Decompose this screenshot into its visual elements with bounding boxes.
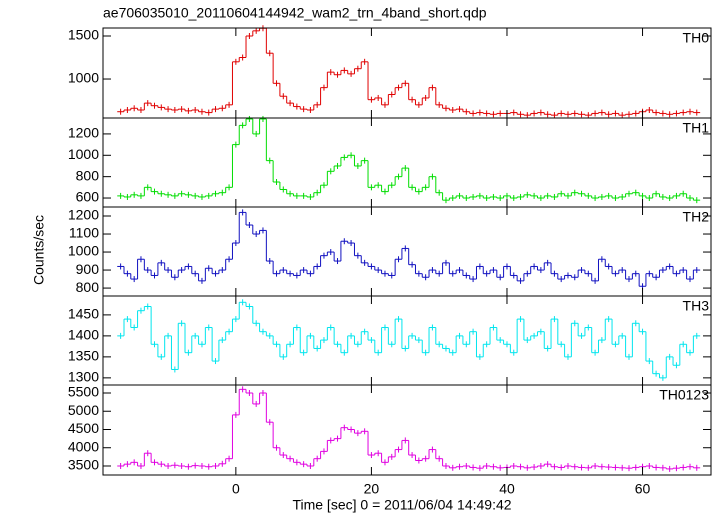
y-tick-label: 1200 xyxy=(68,125,99,141)
y-tick-label: 1350 xyxy=(68,348,99,364)
chart-title: ae706035010_20110604144942_wam2_trn_4ban… xyxy=(103,5,487,21)
y-tick-label: 3500 xyxy=(68,457,99,473)
x-tick-label: 0 xyxy=(232,481,240,497)
y-tick-label: 1450 xyxy=(68,306,99,322)
y-tick-label: 1000 xyxy=(68,243,99,259)
panel-label: TH0 xyxy=(683,30,710,46)
panel-label: TH1 xyxy=(683,120,710,136)
y-tick-label: 5000 xyxy=(68,402,99,418)
y-tick-label: 1500 xyxy=(68,27,99,43)
y-tick-label: 4500 xyxy=(68,420,99,436)
x-tick-label: 40 xyxy=(499,481,515,497)
panel-label: TH3 xyxy=(683,298,710,314)
panel-label: TH0123 xyxy=(659,387,709,403)
y-tick-label: 600 xyxy=(76,189,100,205)
y-tick-label: 800 xyxy=(76,167,100,183)
y-tick-label: 4000 xyxy=(68,438,99,454)
x-tick-label: 60 xyxy=(635,481,651,497)
y-tick-label: 5500 xyxy=(68,384,99,400)
y-axis-label: Counts/sec xyxy=(31,215,47,285)
panel-frame xyxy=(102,295,712,386)
y-tick-label: 1400 xyxy=(68,327,99,343)
panel-frame xyxy=(102,117,712,208)
y-tick-label: 1200 xyxy=(68,207,99,223)
panel-label: TH2 xyxy=(683,209,710,225)
panel-frame xyxy=(102,206,712,297)
y-tick-label: 1300 xyxy=(68,369,99,385)
y-tick-label: 1100 xyxy=(69,225,99,241)
panel-frame xyxy=(102,27,712,119)
x-axis-label: Time [sec] 0 = 2011/06/04 14:49:42 xyxy=(292,497,511,513)
panel-frame xyxy=(102,384,712,476)
y-tick-label: 1000 xyxy=(68,146,99,162)
y-tick-label: 800 xyxy=(76,279,100,295)
y-tick-label: 1000 xyxy=(68,70,99,86)
x-tick-label: 20 xyxy=(364,481,380,497)
y-tick-label: 900 xyxy=(76,261,100,277)
